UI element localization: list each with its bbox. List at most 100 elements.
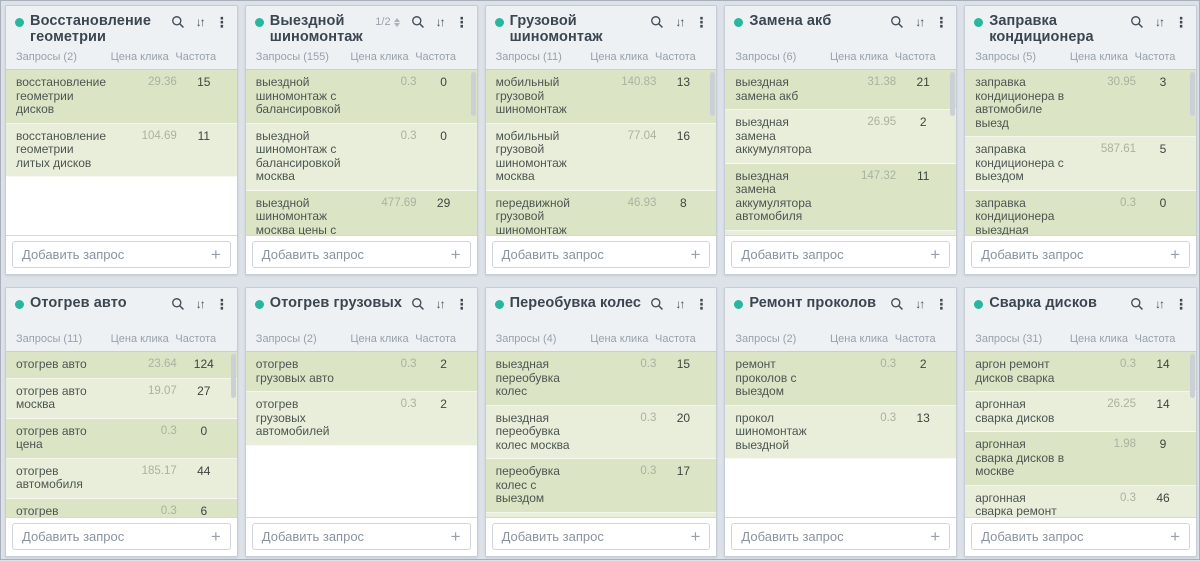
query-list[interactable]: выездная переобувка колес 0.3 15 выездная п… — [485, 351, 717, 517]
query-row[interactable]: восстановление геометрии литых дисков 104… — [6, 123, 237, 177]
query-row[interactable]: переобувка колес выездной шиномонтаж0.34 — [485, 512, 717, 517]
query-row[interactable]: заправка кондиционера в автомобиле выезд… — [965, 70, 1196, 137]
add-query-input[interactable]: Добавить запрос + — [491, 523, 711, 550]
query-row[interactable]: мобильный грузовой шиномонтаж москва 77.0… — [485, 123, 717, 191]
query-row[interactable]: выездной шиномонтаж с балансировкой моск… — [245, 123, 477, 191]
search-icon[interactable] — [1130, 297, 1144, 311]
scrollbar-thumb[interactable] — [710, 72, 716, 116]
scrollbar-thumb[interactable] — [950, 72, 956, 116]
query-row[interactable]: аргонная сварка ремонт диска 0.3 46 — [965, 485, 1196, 517]
search-icon[interactable] — [411, 15, 425, 29]
sort-icon[interactable]: ↓↑ — [675, 15, 685, 29]
query-row[interactable]: аргонная сварка дисков в москве 1.98 9 — [965, 432, 1196, 486]
add-query-input[interactable]: Добавить запрос + — [971, 241, 1190, 268]
menu-kebab-icon[interactable]: ⋮ — [694, 296, 709, 312]
page-spinner-icon[interactable] — [393, 17, 400, 27]
plus-icon[interactable]: + — [450, 245, 461, 264]
query-list[interactable]: восстановление геометрии дисков 29.36 15 во… — [6, 69, 237, 235]
plus-icon[interactable]: + — [1170, 527, 1180, 546]
query-row[interactable]: отогрев грузовых авто 0.3 2 — [245, 352, 477, 392]
query-list[interactable]: отогрев авто 23.64 124 отогрев авто москва 1… — [6, 351, 237, 517]
query-list[interactable]: заправка кондиционера в автомобиле выезд… — [965, 69, 1196, 235]
query-row[interactable]: восстановление геометрии дисков 29.36 15 — [6, 70, 237, 124]
add-query-input[interactable]: Добавить запрос + — [12, 523, 231, 550]
scrollbar-thumb[interactable] — [1190, 72, 1195, 116]
add-query-input[interactable]: Добавить запрос + — [12, 241, 231, 268]
search-icon[interactable] — [1130, 15, 1144, 29]
add-query-input[interactable]: Добавить запрос + — [251, 241, 471, 268]
add-query-input[interactable]: Добавить запрос + — [491, 241, 711, 268]
sort-icon[interactable]: ↓↑ — [435, 297, 446, 311]
query-row[interactable]: заправка кондиционера выездная 0.3 0 — [965, 190, 1196, 235]
menu-kebab-icon[interactable]: ⋮ — [934, 296, 949, 312]
search-icon[interactable] — [171, 15, 185, 29]
query-row[interactable]: выездная замена аккумулятора автомобиля 1… — [725, 163, 957, 231]
sort-icon[interactable]: ↓↑ — [915, 15, 925, 29]
scrollbar-thumb[interactable] — [1190, 354, 1195, 398]
plus-icon[interactable]: + — [690, 245, 701, 264]
query-list[interactable]: выездная замена акб 31.38 21 выездная замен… — [725, 69, 957, 235]
plus-icon[interactable]: + — [690, 527, 701, 546]
query-row[interactable]: выездная переобувка колес 0.3 15 — [485, 352, 717, 406]
search-icon[interactable] — [650, 15, 664, 29]
sort-icon[interactable]: ↓↑ — [1155, 297, 1165, 311]
menu-kebab-icon[interactable]: ⋮ — [214, 14, 229, 30]
menu-kebab-icon[interactable]: ⋮ — [214, 296, 229, 312]
query-list[interactable]: мобильный грузовой шиномонтаж 140.83 13 моб… — [485, 69, 717, 235]
add-query-input[interactable]: Добавить запрос + — [251, 523, 471, 550]
query-list[interactable]: отогрев грузовых авто 0.3 2 отогрев грузовы… — [245, 351, 477, 517]
query-row[interactable]: мобильный грузовой шиномонтаж 140.83 13 — [485, 70, 717, 124]
search-icon[interactable] — [890, 297, 904, 311]
search-icon[interactable] — [411, 297, 425, 311]
query-row[interactable]: выездная замена акб 31.38 21 — [725, 70, 957, 110]
plus-icon[interactable]: + — [450, 527, 461, 546]
query-row[interactable]: аргон ремонт дисков сварка 0.3 14 — [965, 352, 1196, 392]
query-row[interactable]: отогрев автомобиля выезд 0.3 6 — [6, 498, 237, 517]
search-icon[interactable] — [171, 297, 185, 311]
query-list[interactable]: выездной шиномонтаж с балансировкой 0.3 0 в… — [245, 69, 477, 235]
plus-icon[interactable]: + — [930, 527, 941, 546]
query-row[interactable]: отогрев грузовых автомобилей 0.3 2 — [245, 392, 477, 446]
menu-kebab-icon[interactable]: ⋮ — [454, 296, 469, 312]
add-query-input[interactable]: Добавить запрос + — [971, 523, 1190, 550]
plus-icon[interactable]: + — [210, 245, 221, 264]
menu-kebab-icon[interactable]: ⋮ — [454, 14, 469, 30]
sort-icon[interactable]: ↓↑ — [195, 297, 206, 311]
menu-kebab-icon[interactable]: ⋮ — [1174, 14, 1188, 30]
scrollbar-thumb[interactable] — [470, 72, 476, 116]
scrollbar-thumb[interactable] — [230, 354, 236, 398]
query-row[interactable]: заправка кондиционера с выездом 587.61 5 — [965, 137, 1196, 191]
sort-icon[interactable]: ↓↑ — [435, 15, 446, 29]
query-row[interactable]: выездная замена аккумулятора 26.95 2 — [725, 110, 957, 164]
menu-kebab-icon[interactable]: ⋮ — [934, 14, 949, 30]
query-row[interactable]: отогрев авто цена 0.3 0 — [6, 418, 237, 459]
query-row[interactable]: передвижной грузовой шиномонтаж 46.93 8 — [485, 190, 717, 235]
sort-icon[interactable]: ↓↑ — [1155, 15, 1165, 29]
query-row[interactable]: выездная переобувка колес москва 0.3 20 — [485, 405, 717, 459]
plus-icon[interactable]: + — [210, 527, 221, 546]
plus-icon[interactable]: + — [930, 245, 941, 264]
menu-kebab-icon[interactable]: ⋮ — [1174, 296, 1188, 312]
query-row[interactable]: выездная замена аккумулятора автомобиля … — [725, 230, 957, 235]
add-query-input[interactable]: Добавить запрос + — [731, 241, 951, 268]
page-indicator[interactable]: 1/2 — [375, 16, 400, 28]
query-list[interactable]: аргон ремонт дисков сварка 0.3 14 аргонная … — [965, 351, 1196, 517]
sort-icon[interactable]: ↓↑ — [195, 15, 206, 29]
query-row[interactable]: отогрев авто москва 19.07 27 — [6, 378, 237, 419]
plus-icon[interactable]: + — [1170, 245, 1180, 264]
query-list[interactable]: ремонт проколов с выездом 0.3 2 прокол шино… — [725, 351, 957, 517]
query-row[interactable]: переобувка колес с выездом 0.3 17 — [485, 459, 717, 513]
query-row[interactable]: аргонная сварка дисков 26.25 14 — [965, 392, 1196, 432]
query-row[interactable]: отогрев авто 23.64 124 — [6, 352, 237, 379]
search-icon[interactable] — [650, 297, 664, 311]
query-row[interactable]: отогрев автомобиля 185.17 44 — [6, 458, 237, 499]
query-row[interactable]: прокол шиномонтаж выездной 0.3 13 — [725, 405, 957, 459]
add-query-input[interactable]: Добавить запрос + — [731, 523, 951, 550]
query-row[interactable]: выездной шиномонтаж москва цены с баланс… — [245, 190, 477, 235]
search-icon[interactable] — [890, 15, 904, 29]
sort-icon[interactable]: ↓↑ — [915, 297, 925, 311]
sort-icon[interactable]: ↓↑ — [675, 297, 685, 311]
query-row[interactable]: выездной шиномонтаж с балансировкой 0.3 0 — [245, 70, 477, 124]
query-row[interactable]: ремонт проколов с выездом 0.3 2 — [725, 352, 957, 406]
menu-kebab-icon[interactable]: ⋮ — [694, 14, 709, 30]
